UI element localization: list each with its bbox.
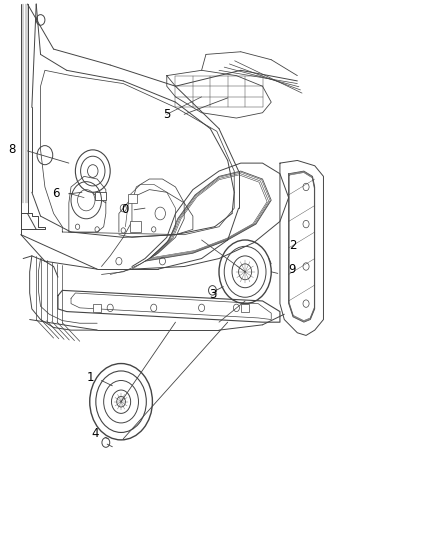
Text: 2: 2	[289, 239, 296, 252]
Text: 0: 0	[122, 203, 129, 216]
Text: 4: 4	[91, 427, 99, 440]
FancyBboxPatch shape	[241, 304, 249, 312]
Text: 3: 3	[209, 288, 216, 301]
Text: 6: 6	[52, 187, 60, 200]
FancyBboxPatch shape	[130, 221, 141, 232]
Text: 8: 8	[9, 143, 16, 156]
FancyBboxPatch shape	[93, 304, 101, 312]
Text: 9: 9	[289, 263, 296, 276]
FancyBboxPatch shape	[127, 195, 137, 203]
Text: 1: 1	[87, 372, 94, 384]
Text: 5: 5	[163, 108, 170, 121]
FancyBboxPatch shape	[95, 192, 106, 200]
